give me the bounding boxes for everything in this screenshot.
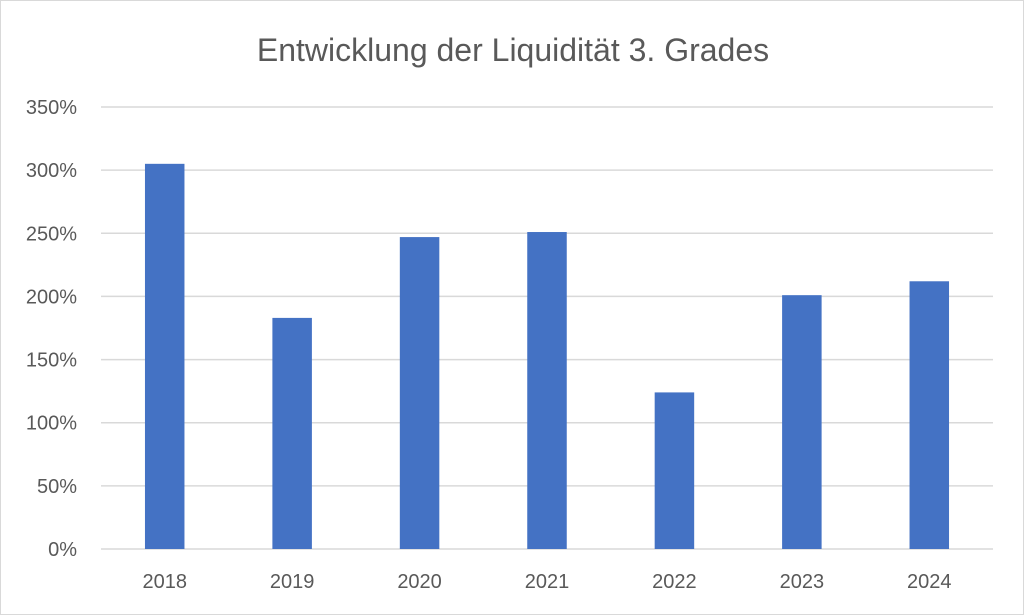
bar-2020 bbox=[399, 237, 440, 549]
bar-2023 bbox=[782, 295, 822, 549]
chart-title: Entwicklung der Liquidität 3. Grades bbox=[257, 32, 769, 68]
x-axis-ticks: 2018 2019 2020 2021 2022 2023 2024 bbox=[142, 571, 951, 593]
x-tick-label: 2022 bbox=[652, 571, 697, 593]
bar-2024 bbox=[909, 281, 950, 549]
y-tick-label: 50% bbox=[37, 476, 77, 498]
y-tick-label: 150% bbox=[26, 350, 77, 372]
bar-2019 bbox=[272, 317, 312, 549]
bars bbox=[144, 163, 950, 550]
y-tick-label: 200% bbox=[26, 286, 77, 308]
bar-2021 bbox=[527, 232, 567, 549]
y-tick-label: 0% bbox=[48, 539, 77, 561]
y-tick-label: 100% bbox=[26, 413, 77, 435]
y-tick-label: 300% bbox=[26, 160, 77, 182]
bar-2018 bbox=[144, 163, 185, 550]
x-tick-label: 2018 bbox=[142, 571, 187, 593]
bar-2022 bbox=[654, 392, 695, 549]
x-tick-label: 2021 bbox=[525, 571, 570, 593]
x-tick-label: 2024 bbox=[907, 571, 952, 593]
x-tick-label: 2023 bbox=[780, 571, 825, 593]
y-tick-label: 250% bbox=[26, 223, 77, 245]
y-axis-ticks: 0% 50% 100% 150% 200% 250% 300% 350% bbox=[26, 97, 77, 561]
x-tick-label: 2019 bbox=[270, 571, 315, 593]
y-tick-label: 350% bbox=[26, 97, 77, 119]
x-tick-label: 2020 bbox=[397, 571, 442, 593]
